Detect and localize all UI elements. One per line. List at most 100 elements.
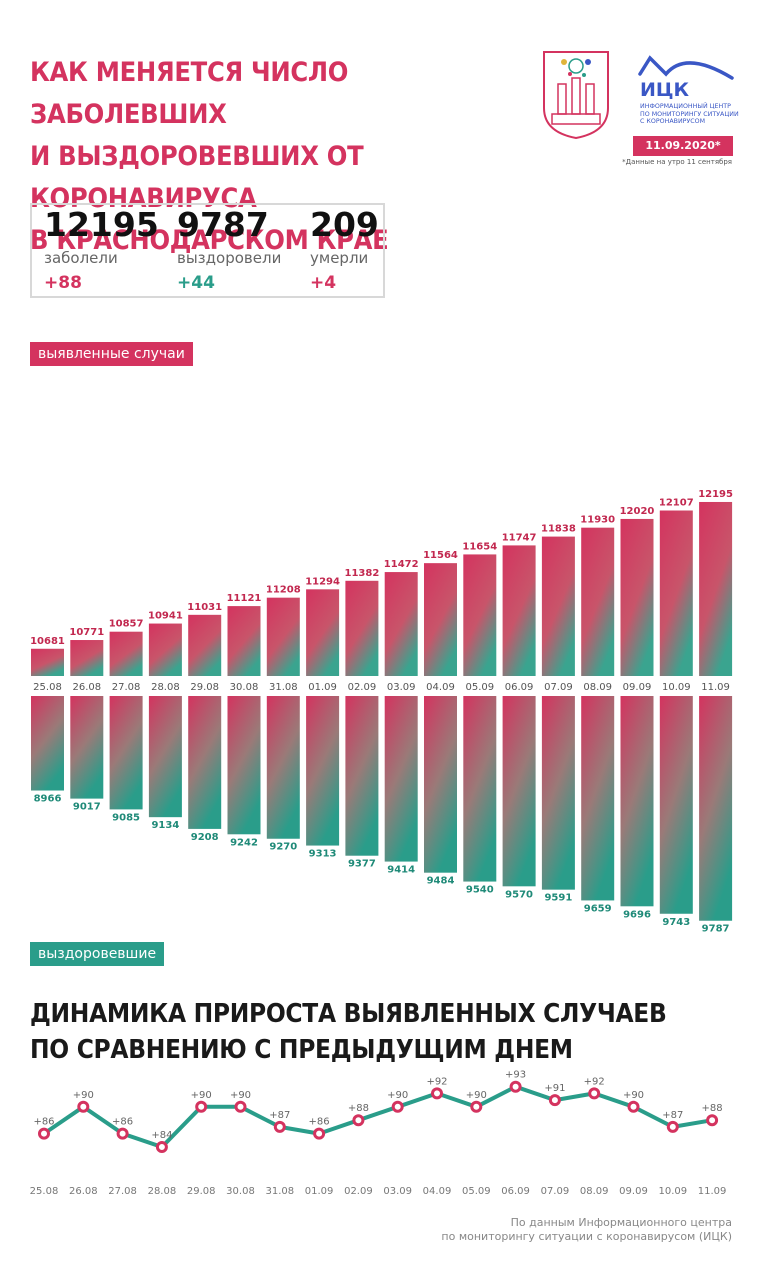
source-note: По данным Информационного центра по мони… (441, 1216, 732, 1244)
recovered-bar-label: 9085 (112, 812, 140, 823)
recovered-bar (188, 696, 222, 829)
growth-point-label: +90 (387, 1090, 408, 1101)
case-bar-label: 10681 (30, 636, 65, 647)
growth-point (234, 1100, 247, 1113)
recovered-bar-label: 9414 (387, 865, 415, 876)
case-bar (188, 614, 222, 676)
recovered-bar (306, 696, 340, 846)
case-bar-label: 11294 (305, 576, 340, 587)
title-line: В КРАСНОДАРСКОМ КРАЕ (30, 225, 389, 256)
case-bar (31, 648, 64, 676)
recovered-bar (463, 696, 497, 882)
case-bar-label: 12195 (698, 489, 733, 500)
growth-date-label: 09.09 (619, 1186, 648, 1197)
growth-point-label: +87 (662, 1110, 683, 1121)
line-chart: +86 25.08 +90 26.08 +86 27.08 +84 28.08 +90 29.08… (30, 1070, 727, 1197)
date-badge: 11.09.2020* (633, 136, 733, 156)
growth-line (42, 1084, 713, 1149)
recovered-bar-label: 9591 (544, 893, 572, 904)
stat-label: заболели (44, 249, 118, 267)
growth-date-label: 30.08 (226, 1186, 255, 1197)
stat-value: 12195 (44, 205, 159, 244)
recovered-bar (699, 696, 733, 921)
title-line: И ВЫЗДОРОВЕВШИХ ОТ КОРОНАВИРУСА (30, 141, 364, 214)
growth-date-label: 11.09 (698, 1186, 727, 1197)
growth-date-label: 06.09 (501, 1186, 530, 1197)
growth-point-label: +90 (191, 1090, 212, 1101)
case-bar-label: 11654 (462, 541, 497, 552)
bar-date-label: 09.09 (623, 682, 652, 693)
recovered-bar (70, 696, 104, 799)
case-bar (70, 640, 104, 676)
growth-point-label: +88 (702, 1103, 723, 1114)
growth-point-label: +86 (33, 1117, 54, 1128)
growth-point (313, 1127, 326, 1140)
bar-date-label: 04.09 (426, 682, 455, 693)
growth-date-label: 29.08 (187, 1186, 216, 1197)
recovered-bar (345, 696, 379, 856)
recovered-bar-label: 9484 (427, 876, 455, 887)
recovered-bar (541, 696, 575, 890)
recovered-bar-label: 9377 (348, 859, 376, 870)
growth-point (706, 1114, 719, 1127)
recovered-bar (109, 696, 143, 810)
case-bar-label: 12107 (659, 498, 694, 509)
case-bar (345, 580, 379, 676)
recovered-bar-label: 9242 (230, 837, 258, 848)
case-bar (227, 606, 261, 676)
growth-date-label: 05.09 (462, 1186, 491, 1197)
recovered-bar-label: 9313 (309, 849, 337, 860)
recovered-bar-label: 9540 (466, 885, 494, 896)
growth-date-label: 08.09 (580, 1186, 609, 1197)
growth-date-label: 10.09 (658, 1186, 687, 1197)
cases-legend-label: выявленные случаи (30, 342, 193, 366)
bar-date-label: 11.09 (701, 682, 730, 693)
ick-logo: ИЦК (638, 55, 734, 101)
growth-date-label: 26.08 (69, 1186, 98, 1197)
case-bar (384, 572, 418, 676)
bar-date-label: 27.08 (112, 682, 141, 693)
growth-point-label: +86 (112, 1117, 133, 1128)
stats-box: 12195 заболели +88 9787 выздоровели +44 … (30, 203, 385, 298)
stat-value: 209 (310, 205, 379, 244)
recovered-bar (384, 696, 418, 862)
case-bar (620, 518, 654, 676)
bar-date-label: 03.09 (387, 682, 416, 693)
case-bar-label: 11930 (580, 515, 615, 526)
growth-point-label: +92 (584, 1076, 605, 1087)
bar-date-label: 29.08 (190, 682, 219, 693)
recovered-bar (581, 696, 615, 901)
stat-label: умерли (310, 249, 369, 267)
date-note: *Данные на утро 11 сентября (622, 158, 732, 166)
case-bar (659, 510, 693, 676)
growth-point-label: +87 (269, 1110, 290, 1121)
recovered-legend-label: выздоровевшие (30, 942, 165, 966)
growth-point-label: +90 (230, 1090, 251, 1101)
bar-date-label: 06.09 (505, 682, 534, 693)
stat-delta: +44 (177, 273, 215, 293)
growth-point (116, 1127, 129, 1140)
growth-point (77, 1100, 90, 1113)
case-bar (463, 554, 497, 676)
growth-date-label: 31.08 (265, 1186, 294, 1197)
stat-label: выздоровели (177, 249, 282, 267)
growth-date-label: 07.09 (541, 1186, 570, 1197)
case-bar-label: 11382 (345, 568, 380, 579)
subtitle-line: ПО СРАВНЕНИЮ С ПРЕДЫДУЩИМ ДНЕМ (30, 1035, 573, 1065)
growth-point (38, 1127, 50, 1140)
recovered-bar (31, 696, 64, 791)
bar-date-label: 02.09 (348, 682, 377, 693)
source-line: По данным Информационного центра (510, 1216, 732, 1229)
growth-point-label: +88 (348, 1103, 369, 1114)
growth-point-label: +93 (505, 1070, 526, 1081)
growth-date-label: 25.08 (30, 1186, 59, 1197)
growth-date-label: 02.09 (344, 1186, 373, 1197)
recovered-bar-label: 9659 (584, 903, 612, 914)
case-bar-label: 10857 (109, 619, 144, 630)
recovered-bar-label: 9208 (191, 832, 219, 843)
recovered-bar-label: 9570 (505, 889, 533, 900)
growth-point (431, 1087, 443, 1100)
logo-subtitle: ИНФОРМАЦИОННЫЙ ЦЕНТР ПО МОНИТОРИНГУ СИТУ… (640, 103, 740, 126)
case-bar (109, 631, 143, 676)
bar-chart: 10681 25.08 8966 10771 26.08 9017 10857 27.08 90… (30, 489, 733, 935)
